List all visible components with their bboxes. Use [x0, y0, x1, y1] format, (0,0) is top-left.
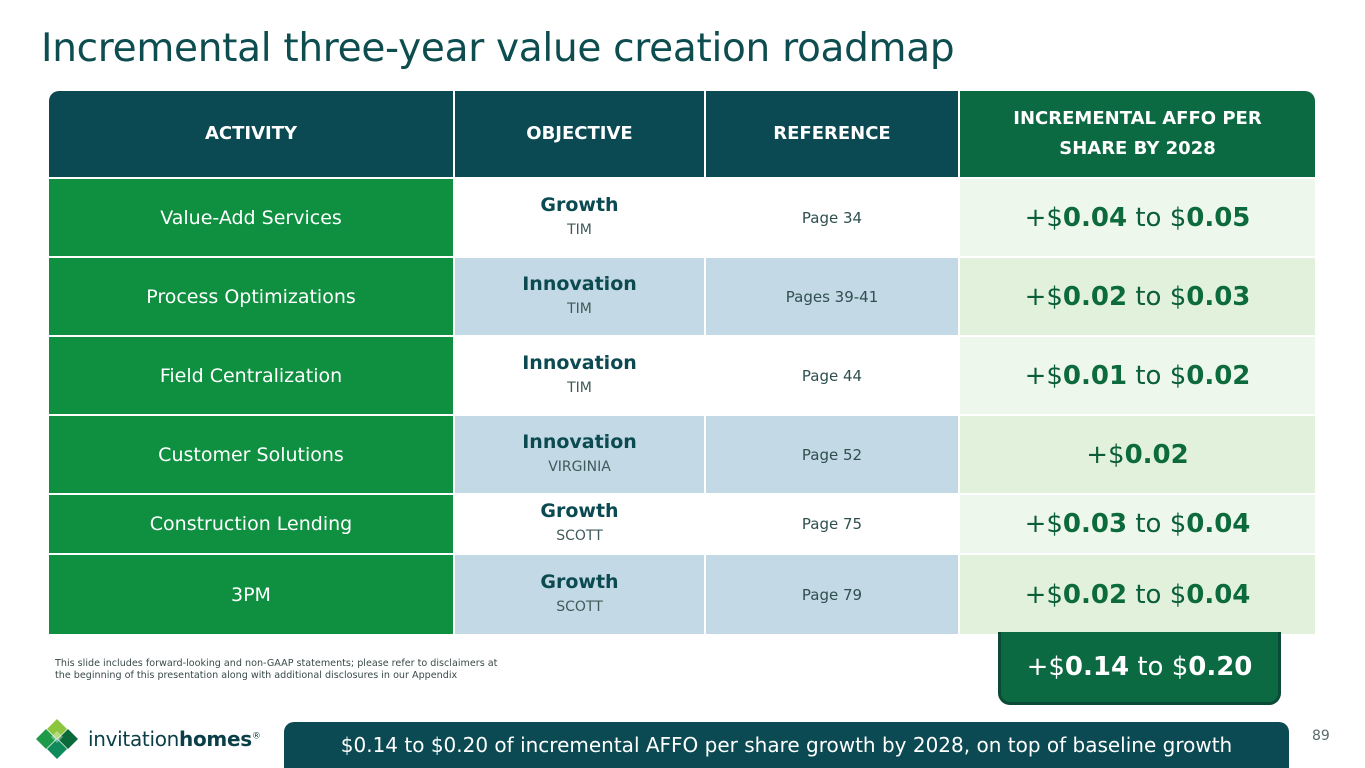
header-divider: [453, 97, 455, 177]
row-divider: [49, 493, 1315, 495]
range-prefix: +$: [1086, 439, 1125, 470]
table-row: Field Centralization Innovation TIM Page…: [49, 337, 1315, 414]
activity-cell: Process Optimizations: [49, 258, 453, 335]
range-joiner: to $: [1129, 652, 1189, 682]
activity-cell: 3PM: [49, 555, 453, 634]
range-high: 0.02: [1186, 360, 1251, 391]
activity-cell: Customer Solutions: [49, 416, 453, 493]
total-affo-box: +$0.14 to $0.20: [998, 632, 1281, 705]
objective-label: Innovation: [522, 272, 637, 295]
objective-owner: TIM: [567, 300, 592, 317]
objective-owner: VIRGINIA: [548, 458, 611, 475]
roadmap-table: ACTIVITY OBJECTIVE REFERENCE INCREMENTAL…: [49, 91, 1315, 634]
affo-value-cell: +$0.02 to $0.04: [960, 555, 1315, 634]
header-reference: REFERENCE: [706, 91, 958, 177]
row-divider: [49, 256, 1315, 258]
range-prefix: +$: [1024, 281, 1063, 312]
range-low: 0.02: [1062, 281, 1128, 312]
objective-owner: TIM: [567, 221, 592, 238]
activity-cell: Construction Lending: [49, 495, 453, 553]
total-low: 0.14: [1064, 652, 1130, 682]
page-number: 89: [1312, 728, 1330, 744]
range-prefix: +$: [1026, 652, 1065, 682]
range-joiner: to $: [1127, 579, 1187, 610]
table-row: Value-Add Services Growth TIM Page 34 +$…: [49, 179, 1315, 256]
logo-mark-icon: [36, 719, 78, 759]
range-low: 0.02: [1062, 579, 1128, 610]
company-logo: invitationhomes®: [34, 717, 261, 761]
logo-registered-mark: ®: [251, 731, 261, 742]
objective-label: Innovation: [522, 351, 637, 374]
objective-cell: Innovation VIRGINIA: [455, 416, 704, 493]
table-row: 3PM Growth SCOTT Page 79 +$0.02 to $0.04: [49, 555, 1315, 634]
range-high: 0.04: [1186, 579, 1251, 610]
row-divider: [49, 553, 1315, 555]
objective-cell: Innovation TIM: [455, 258, 704, 335]
header-divider: [704, 97, 706, 177]
total-high: 0.20: [1188, 652, 1253, 682]
row-divider: [49, 414, 1315, 416]
reference-cell: Page 79: [706, 555, 958, 634]
activity-cell: Value-Add Services: [49, 179, 453, 256]
header-divider: [958, 97, 960, 177]
logo-word-homes: homes: [179, 727, 252, 751]
objective-label: Growth: [540, 500, 619, 522]
objective-label: Growth: [540, 193, 619, 216]
objective-cell: Growth TIM: [455, 179, 704, 256]
reference-cell: Page 34: [706, 179, 958, 256]
objective-cell: Growth SCOTT: [455, 555, 704, 634]
summary-banner: $0.14 to $0.20 of incremental AFFO per s…: [284, 722, 1289, 768]
logo-word-invitation: invitation: [88, 727, 180, 751]
reference-cell: Page 52: [706, 416, 958, 493]
disclaimer-text: This slide includes forward-looking and …: [55, 658, 498, 681]
range-low: 0.01: [1062, 360, 1128, 391]
activity-cell: Field Centralization: [49, 337, 453, 414]
range-high: 0.05: [1186, 202, 1251, 233]
row-divider: [49, 335, 1315, 337]
header-objective: OBJECTIVE: [455, 91, 704, 177]
objective-label: Innovation: [522, 430, 637, 453]
range-joiner: to $: [1127, 202, 1187, 233]
page-title: Incremental three-year value creation ro…: [41, 26, 955, 71]
header-activity: ACTIVITY: [49, 91, 453, 177]
range-high: 0.04: [1186, 509, 1251, 539]
range-low: 0.04: [1062, 202, 1128, 233]
header-incremental-affo: INCREMENTAL AFFO PER SHARE BY 2028: [960, 91, 1315, 177]
range-prefix: +$: [1024, 509, 1063, 539]
range-high: 0.03: [1186, 281, 1251, 312]
range-prefix: +$: [1024, 360, 1063, 391]
affo-value-cell: +$0.02 to $0.03: [960, 258, 1315, 335]
logo-wordmark: invitationhomes®: [88, 727, 261, 751]
objective-label: Growth: [540, 570, 619, 593]
affo-value-cell: +$0.01 to $0.02: [960, 337, 1315, 414]
affo-value-cell: +$0.04 to $0.05: [960, 179, 1315, 256]
range-low: 0.03: [1062, 509, 1128, 539]
objective-cell: Innovation TIM: [455, 337, 704, 414]
reference-cell: Page 44: [706, 337, 958, 414]
table-row: Construction Lending Growth SCOTT Page 7…: [49, 495, 1315, 553]
objective-owner: SCOTT: [556, 528, 603, 544]
range-joiner: to $: [1127, 360, 1187, 391]
objective-owner: TIM: [567, 379, 592, 396]
objective-cell: Growth SCOTT: [455, 495, 704, 553]
table-row: Customer Solutions Innovation VIRGINIA P…: [49, 416, 1315, 493]
affo-value-cell: +$0.02: [960, 416, 1315, 493]
reference-cell: Pages 39-41: [706, 258, 958, 335]
affo-value-cell: +$0.03 to $0.04: [960, 495, 1315, 553]
range-prefix: +$: [1024, 579, 1063, 610]
range-low: 0.02: [1124, 439, 1189, 470]
range-joiner: to $: [1127, 281, 1187, 312]
range-prefix: +$: [1024, 202, 1063, 233]
reference-cell: Page 75: [706, 495, 958, 553]
objective-owner: SCOTT: [556, 598, 603, 615]
range-joiner: to $: [1127, 509, 1187, 539]
table-row: Process Optimizations Innovation TIM Pag…: [49, 258, 1315, 335]
